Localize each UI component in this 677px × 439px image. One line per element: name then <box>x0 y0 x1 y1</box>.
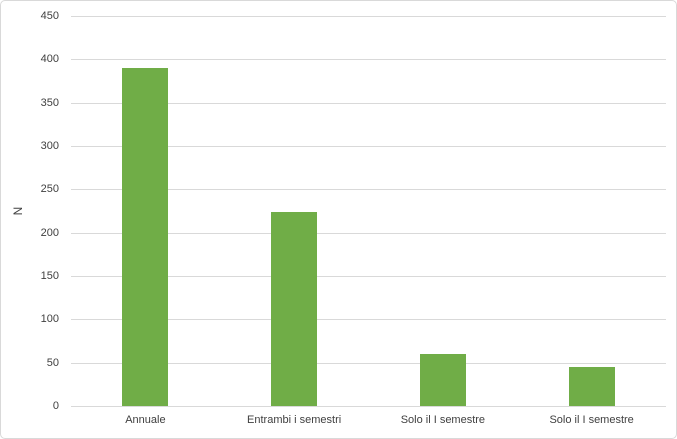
x-tick-label: Solo il I semestre <box>549 414 634 426</box>
gridline-y-0 <box>71 406 666 407</box>
y-tick-label: 100 <box>40 313 59 326</box>
gridline-y-400 <box>71 59 666 61</box>
y-tick-label: 350 <box>40 96 59 109</box>
gridline-y-50 <box>71 362 666 364</box>
x-tick-label: Entrambi i semestri <box>247 414 342 426</box>
gridline-y-200 <box>71 232 666 234</box>
bar-1 <box>122 68 169 406</box>
y-tick-label: 450 <box>40 10 59 22</box>
bar-4 <box>568 367 615 406</box>
gridline-y-250 <box>71 189 666 191</box>
gridline-y-350 <box>71 102 666 104</box>
gridline-y-450 <box>71 16 666 17</box>
y-axis-title: N <box>11 206 25 216</box>
y-tick-label: 50 <box>46 356 59 369</box>
y-tick-label: 150 <box>40 270 59 282</box>
y-tick-label: 250 <box>40 183 59 196</box>
y-tick-label: 0 <box>52 400 59 412</box>
gridline-y-300 <box>71 146 666 147</box>
y-tick-label: 200 <box>40 226 59 239</box>
gridline-y-100 <box>71 319 666 321</box>
bar-2 <box>271 211 318 406</box>
bar-3 <box>419 354 466 406</box>
gridline-y-150 <box>71 276 666 277</box>
x-tick-label: Solo il I semestre <box>400 414 486 426</box>
y-tick-label: 400 <box>40 53 59 66</box>
x-tick-label: Annuale <box>125 414 166 426</box>
y-tick-label: 300 <box>40 140 59 152</box>
